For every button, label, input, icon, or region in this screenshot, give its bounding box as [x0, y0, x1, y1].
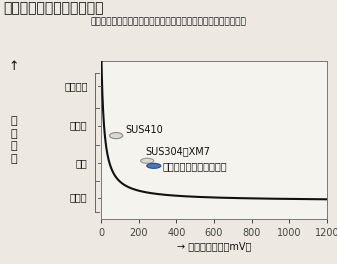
Ellipse shape: [141, 158, 154, 163]
Text: ↑: ↑: [8, 59, 19, 73]
X-axis label: → 孔食発生電位（mV）: → 孔食発生電位（mV）: [177, 241, 251, 251]
Text: SUS304・XM7: SUS304・XM7: [145, 146, 210, 156]
Text: 無発銹: 無発銹: [70, 192, 88, 202]
Text: 流れ銹: 流れ銹: [70, 121, 88, 130]
Text: （海岸で１年間暴露試験を行った、発銹と孔食発生電位の関係）: （海岸で１年間暴露試験を行った、発銹と孔食発生電位の関係）: [91, 17, 246, 26]
Ellipse shape: [110, 133, 123, 139]
Text: 点銹: 点銹: [76, 158, 88, 168]
Text: SUS410: SUS410: [125, 125, 163, 135]
Text: 発銹と孔食発生電位の関係: 発銹と孔食発生電位の関係: [3, 1, 104, 15]
Ellipse shape: [147, 163, 161, 168]
Text: 発
銹
状
況: 発 銹 状 況: [10, 116, 17, 163]
Text: パーフェクトステンレス: パーフェクトステンレス: [163, 161, 227, 171]
Text: 全面発銹: 全面発銹: [64, 81, 88, 91]
